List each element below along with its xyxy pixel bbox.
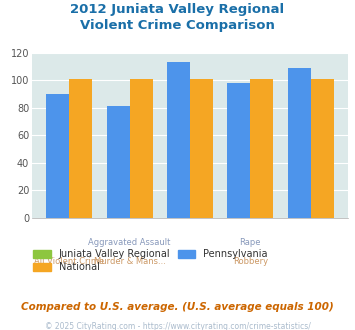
Bar (311, 79, 334, 218)
Bar (69, 79, 92, 218)
Bar (130, 79, 153, 218)
Bar (227, 83, 250, 218)
Legend: Juniata Valley Regional, National, Pennsylvania: Juniata Valley Regional, National, Penns… (33, 249, 268, 272)
Text: Aggravated Assault: Aggravated Assault (88, 238, 171, 247)
Text: Compared to U.S. average. (U.S. average equals 100): Compared to U.S. average. (U.S. average … (21, 302, 334, 312)
Text: Robbery: Robbery (233, 257, 268, 266)
Bar (250, 79, 273, 218)
Bar (46, 94, 69, 218)
Text: © 2025 CityRating.com - https://www.cityrating.com/crime-statistics/: © 2025 CityRating.com - https://www.city… (45, 322, 310, 330)
Bar (106, 106, 130, 218)
Bar (190, 79, 213, 218)
Bar (167, 62, 190, 218)
Text: Rape: Rape (240, 238, 261, 247)
Bar (288, 68, 311, 218)
Text: Murder & Mans...: Murder & Mans... (94, 257, 165, 266)
Text: 2012 Juniata Valley Regional
Violent Crime Comparison: 2012 Juniata Valley Regional Violent Cri… (70, 3, 285, 32)
Text: All Violent Crime: All Violent Crime (34, 257, 104, 266)
